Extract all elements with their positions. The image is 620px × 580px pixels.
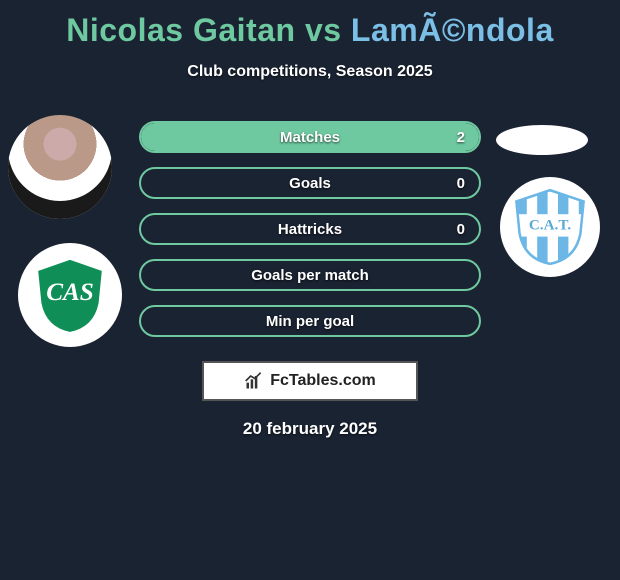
stat-bar: Min per goal: [139, 305, 481, 337]
stat-bar-value: 0: [457, 221, 465, 238]
title-vs: vs: [296, 12, 351, 48]
title-player1: Nicolas Gaitan: [66, 12, 295, 48]
stat-bar-label: Matches: [280, 129, 340, 146]
stat-bar-label: Hattricks: [278, 221, 342, 238]
player2-club-badge: C.A.T.: [500, 177, 600, 277]
subtitle: Club competitions, Season 2025: [0, 63, 620, 81]
stat-bar-value: 0: [457, 175, 465, 192]
date-label: 20 february 2025: [0, 419, 620, 439]
shield-icon: CAS: [28, 253, 112, 337]
stat-bar-value: 2: [457, 129, 465, 146]
player1-avatar: [8, 115, 112, 219]
stat-bar: Goals per match: [139, 259, 481, 291]
page-title: Nicolas Gaitan vs LamÃ©ndola: [0, 0, 620, 49]
stat-bar-label: Goals per match: [251, 267, 369, 284]
stat-bar: Hattricks 0: [139, 213, 481, 245]
branding-text: FcTables.com: [270, 372, 376, 390]
svg-text:C.A.T.: C.A.T.: [529, 216, 572, 233]
chart-icon: [244, 371, 264, 391]
stat-bars: Matches 2 Goals 0 Hattricks 0 Goals per match M…: [139, 121, 481, 337]
shield-icon: C.A.T.: [510, 187, 590, 267]
player2-avatar-placeholder: [496, 125, 588, 155]
stat-bar-label: Min per goal: [266, 313, 354, 330]
title-player2: LamÃ©ndola: [351, 12, 554, 48]
svg-text:CAS: CAS: [46, 279, 94, 306]
stat-bar: Matches 2: [139, 121, 481, 153]
stat-bar-label: Goals: [289, 175, 331, 192]
player1-club-badge: CAS: [18, 243, 122, 347]
comparison-panel: CAS C.A.T. Matches2Goals0Hattricks0Goals…: [0, 121, 620, 439]
branding-box: FcTables.com: [202, 361, 418, 401]
stat-bar: Goals 0: [139, 167, 481, 199]
